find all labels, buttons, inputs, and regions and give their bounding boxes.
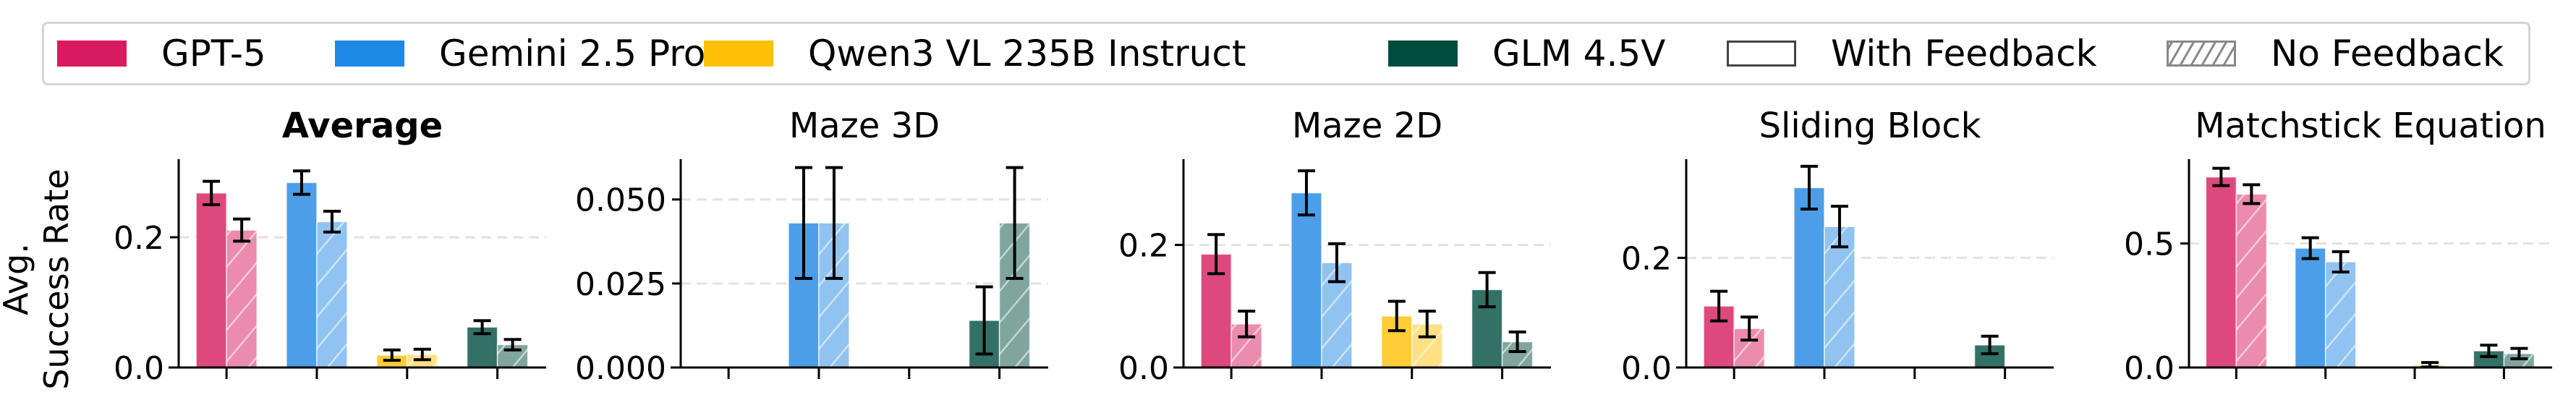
bar bbox=[226, 229, 258, 368]
legend-swatch-solid bbox=[1727, 41, 1796, 67]
y-tick-label: 0.025 bbox=[575, 266, 666, 303]
panel-maze-2d: Maze 2D 0.0 0.2 bbox=[1118, 106, 1551, 387]
y-tick-label: 0.2 bbox=[1621, 240, 1672, 277]
legend-label: Gemini 2.5 Pro bbox=[439, 33, 706, 75]
panel-sliding-block: Sliding Block 0.0 0.2 bbox=[1621, 106, 2054, 387]
y-tick-label: 0.000 bbox=[575, 350, 666, 387]
bar bbox=[286, 182, 318, 368]
bar bbox=[2324, 261, 2357, 368]
bar bbox=[2294, 247, 2326, 368]
legend-item-qwen: Qwen3 VL 235B Instruct bbox=[704, 24, 1246, 83]
legend-item-gemini: Gemini 2.5 Pro bbox=[335, 24, 705, 83]
bar bbox=[195, 192, 227, 368]
panel-title: Maze 2D bbox=[1292, 106, 1442, 146]
panel-title: Maze 3D bbox=[789, 106, 940, 146]
y-tick-label: 0.0 bbox=[1118, 350, 1169, 387]
legend-label: GLM 4.5V bbox=[1492, 33, 1666, 75]
legend-item-gpt5: GPT-5 bbox=[57, 24, 266, 83]
legend-swatch-gemini bbox=[335, 41, 404, 67]
y-tick-label: 0.5 bbox=[2124, 226, 2175, 263]
legend-label: Qwen3 VL 235B Instruct bbox=[808, 33, 1246, 75]
panel-title: Sliding Block bbox=[1759, 106, 1981, 146]
legend-swatch-hatch bbox=[2167, 41, 2236, 67]
y-tick-label: 0.0 bbox=[1621, 350, 1672, 387]
y-tick-label: 0.2 bbox=[1118, 228, 1169, 265]
panel-matchstick-equation: Matchstick Equation 0.0 0.5 bbox=[2124, 106, 2552, 387]
legend-item-with-feedback: With Feedback bbox=[1727, 24, 2097, 83]
legend-swatch-qwen bbox=[704, 41, 773, 67]
bar bbox=[1793, 187, 1825, 368]
bar bbox=[1291, 192, 1322, 368]
bar bbox=[2205, 176, 2237, 368]
bar bbox=[316, 221, 348, 368]
legend-item-no-feedback: No Feedback bbox=[2167, 24, 2504, 83]
bar bbox=[1824, 226, 1856, 368]
panel-maze-3d: Maze 3D 0.000 0.025 0.050 bbox=[575, 106, 1048, 387]
y-tick-label: 0.0 bbox=[2124, 350, 2175, 387]
panel-average: Average 0.0 0.2 bbox=[114, 106, 546, 387]
y-tick-label: 0.2 bbox=[114, 220, 164, 257]
legend-label: GPT-5 bbox=[161, 33, 266, 75]
y-tick-label: 0.050 bbox=[575, 182, 666, 219]
bar bbox=[2235, 193, 2268, 368]
y-tick-label: 0.0 bbox=[114, 350, 164, 387]
panel-title: Average bbox=[282, 106, 443, 146]
legend: GPT-5 Gemini 2.5 Pro Qwen3 VL 235B Instr… bbox=[42, 22, 2530, 85]
legend-swatch-glm bbox=[1388, 41, 1458, 67]
legend-label: With Feedback bbox=[1831, 33, 2097, 75]
panel-title: Matchstick Equation bbox=[2195, 106, 2546, 146]
legend-swatch-gpt5 bbox=[57, 41, 127, 67]
legend-label: No Feedback bbox=[2271, 33, 2504, 75]
legend-item-glm: GLM 4.5V bbox=[1388, 24, 1665, 83]
